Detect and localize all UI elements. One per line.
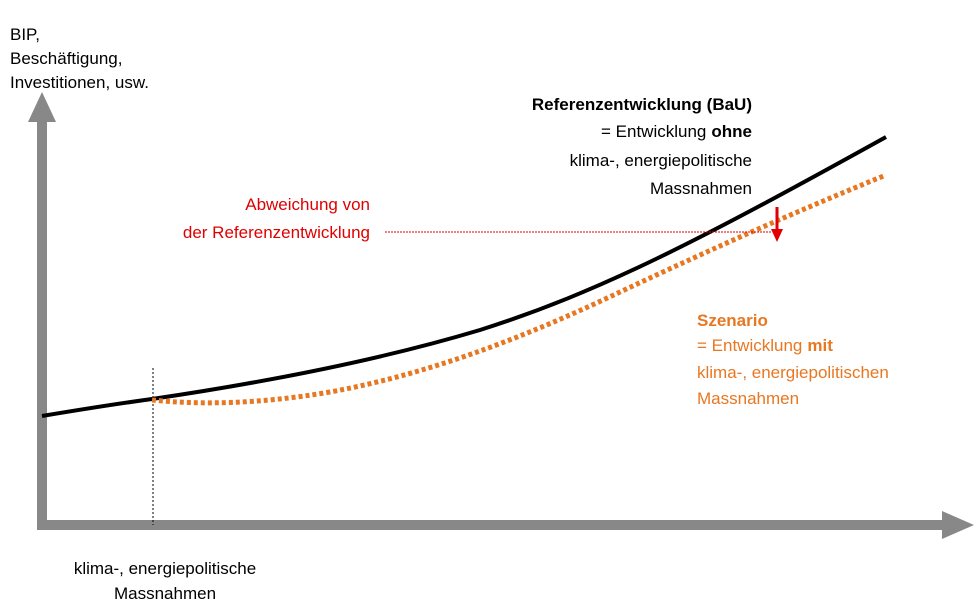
text: = Entwicklung bbox=[601, 122, 706, 141]
y-axis-arrow bbox=[28, 92, 56, 122]
y-label: Investitionen, usw. bbox=[10, 73, 149, 92]
text: = Entwicklung bbox=[697, 336, 802, 355]
scenario-title: Szenario bbox=[697, 311, 768, 330]
y-label: BIP, bbox=[10, 25, 40, 44]
reference-curve bbox=[41, 135, 887, 418]
scenario-text: = Entwicklung mit bbox=[697, 336, 833, 355]
reference-text: klima-, energiepolitische bbox=[570, 151, 752, 170]
scenario-text: Massnahmen bbox=[697, 389, 799, 408]
x-label: Massnahmen bbox=[114, 584, 216, 603]
deviation-label: der Referenzentwicklung bbox=[183, 223, 370, 242]
reference-text: = Entwicklung ohne bbox=[601, 122, 752, 141]
text: ohne bbox=[711, 122, 752, 141]
reference-text: Massnahmen bbox=[650, 179, 752, 198]
deviation-arrowhead bbox=[771, 229, 783, 242]
text: mit bbox=[807, 336, 833, 355]
scenario-curve bbox=[151, 172, 887, 406]
reference-title: Referenzentwicklung (BaU) bbox=[532, 95, 752, 114]
y-label: Beschäftigung, bbox=[10, 49, 122, 68]
scenario-text: klima-, energiepolitischen bbox=[697, 363, 889, 382]
x-label: klima-, energiepolitische bbox=[74, 559, 256, 578]
x-axis-arrow bbox=[942, 511, 974, 539]
deviation-label: Abweichung von bbox=[245, 195, 370, 214]
